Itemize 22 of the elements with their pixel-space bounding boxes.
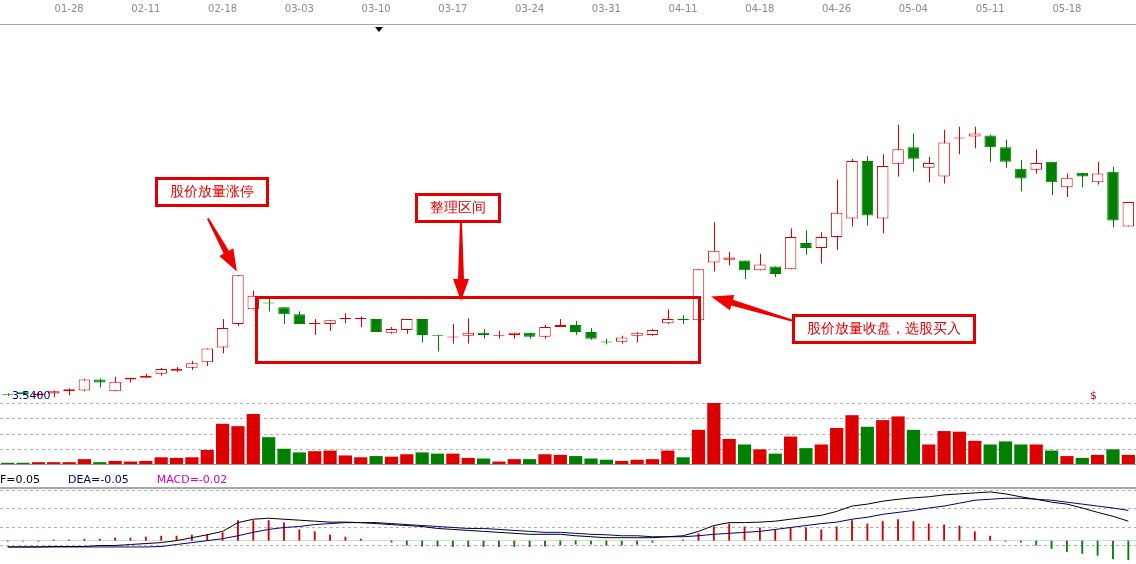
annotation: 股价放量收盘，选股买入 xyxy=(792,314,976,344)
annotation: $ xyxy=(1090,389,1097,402)
x-tick-label: 05-18 xyxy=(1052,2,1082,14)
x-tick-label: 05-04 xyxy=(898,2,928,14)
x-tick-label: 03-31 xyxy=(591,2,621,14)
x-tick-label: 04-18 xyxy=(745,2,775,14)
annotation: 整理区间 xyxy=(415,193,501,223)
x-tick-label: 03-03 xyxy=(284,2,314,14)
x-tick-label: 03-10 xyxy=(361,2,391,14)
x-tick-label: 05-11 xyxy=(975,2,1005,14)
x-tick-label: 03-17 xyxy=(438,2,468,14)
annotation: 股价放量涨停 xyxy=(155,177,269,207)
x-tick-label: 02-18 xyxy=(208,2,238,14)
text: F=0.05 xyxy=(0,472,41,486)
text: MACD=-0.02 xyxy=(156,472,228,486)
annotation: 3.5400 xyxy=(12,389,51,402)
x-tick-label: 01-28 xyxy=(54,2,84,14)
text: DEA=-0.05 xyxy=(68,472,129,486)
x-tick-label: 02-11 xyxy=(131,2,161,14)
x-tick-label: 04-11 xyxy=(668,2,698,14)
x-tick-label: 04-26 xyxy=(822,2,852,14)
x-tick-label: 03-24 xyxy=(515,2,545,14)
